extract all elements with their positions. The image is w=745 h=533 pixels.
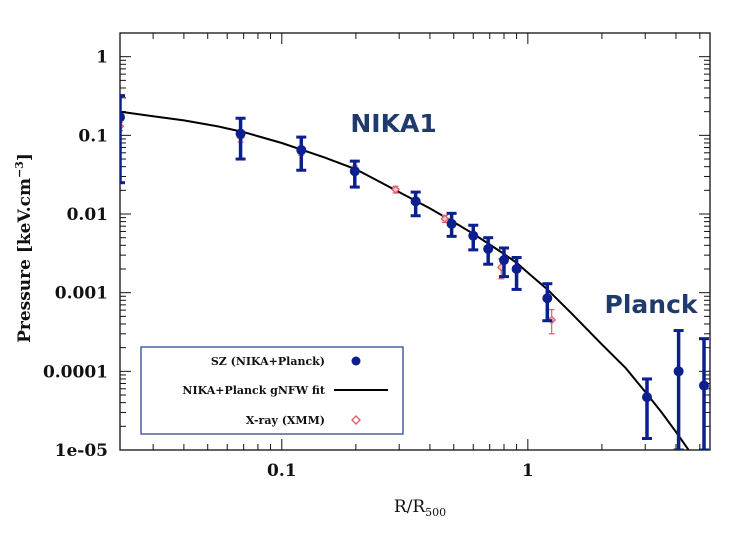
legend-marker-xray — [351, 415, 361, 425]
sz-point — [410, 196, 421, 207]
legend-label-sz: SZ (NIKA+Planck) — [211, 355, 325, 368]
y-axis-title: Pressure [keV.cm−3] — [13, 153, 35, 343]
y-tick-label: 0.0001 — [43, 362, 108, 382]
sz-point — [641, 392, 652, 403]
sz-point — [468, 230, 479, 241]
annotation-nika1: NIKA1 — [350, 109, 436, 138]
sz-point — [542, 293, 553, 304]
y-tick-label: 0.1 — [78, 126, 108, 146]
xray-point — [440, 214, 450, 224]
x-tick-label: 1 — [522, 461, 534, 481]
legend-marker-sz — [351, 356, 361, 366]
legend-label-xray: X-ray (XMM) — [246, 414, 325, 427]
sz-point — [511, 263, 522, 274]
x-tick-label: 0.1 — [267, 461, 297, 481]
plot-frame — [119, 32, 711, 451]
data-marks — [120, 94, 710, 450]
legend-label-fit: NIKA+Planck gNFW fit — [182, 384, 326, 397]
plot-border — [119, 32, 711, 451]
y-tick-label: 0.001 — [55, 284, 108, 304]
annotation-planck: Planck — [605, 290, 699, 319]
tick-labels: 0.1 1 1 0.1 0.01 0.001 0.0001 1e-05 — [43, 48, 534, 481]
y-tick-label: 1e-05 — [55, 441, 108, 461]
sz-point — [699, 380, 710, 391]
sz-point — [235, 128, 246, 139]
sz-point — [483, 243, 494, 254]
y-tick-label: 0.01 — [67, 205, 108, 225]
sz-point — [349, 166, 360, 177]
sz-point — [673, 366, 684, 377]
y-tick-label: 1 — [96, 48, 108, 68]
sz-point — [120, 112, 125, 123]
sz-point — [446, 218, 457, 229]
sz-point — [498, 255, 509, 266]
legend: SZ (NIKA+Planck) NIKA+Planck gNFW fit X-… — [140, 346, 404, 435]
annotations: NIKA1 Planck — [350, 109, 699, 319]
sz-point — [296, 145, 307, 156]
xray-point — [391, 185, 400, 194]
x-axis-title: R/R500 — [394, 497, 446, 519]
